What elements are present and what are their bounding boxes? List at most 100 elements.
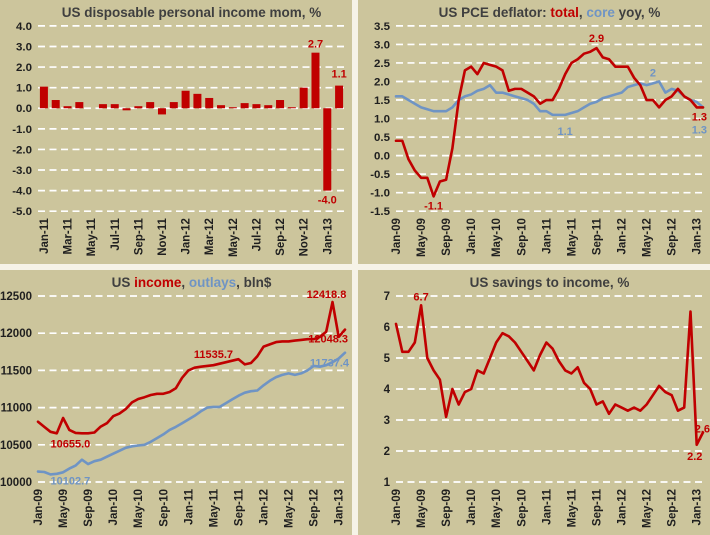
panel-savings-rate-chart: 7 6 5 4 3 2 1 Jan-09 May-09 Sep-09 Jan-10 May-10 Sep… — [358, 270, 710, 535]
svg-text:10500: 10500 — [0, 440, 32, 452]
svg-text:Sep-09: Sep-09 — [83, 489, 95, 527]
svg-text:3.0: 3.0 — [374, 39, 390, 51]
pce-deflator-chart-svg: 3.5 3.0 2.5 2.0 1.5 1.0 0.5 0.0 -0.5 -1.0 -1.5 Jan-… — [370, 5, 707, 257]
svg-text:May-10: May-10 — [491, 489, 503, 528]
svg-text:6: 6 — [384, 322, 390, 334]
svg-text:12418.8: 12418.8 — [307, 289, 347, 301]
svg-text:5: 5 — [384, 353, 391, 365]
svg-text:-1.0: -1.0 — [370, 188, 390, 200]
svg-text:11737.4: 11737.4 — [310, 358, 350, 370]
svg-text:1.0: 1.0 — [16, 83, 32, 95]
svg-text:Sep-10: Sep-10 — [516, 489, 528, 527]
svg-text:May-11: May-11 — [86, 218, 98, 257]
svg-text:Jan-13: Jan-13 — [692, 489, 704, 525]
svg-text:6.7: 6.7 — [413, 291, 428, 303]
svg-text:Sep-11: Sep-11 — [591, 488, 603, 526]
svg-text:Jan-10: Jan-10 — [466, 218, 478, 254]
svg-text:1.1: 1.1 — [558, 126, 573, 138]
svg-text:1.5: 1.5 — [374, 95, 391, 107]
svg-text:May-09: May-09 — [58, 489, 70, 528]
svg-text:-1.0: -1.0 — [12, 124, 32, 136]
svg-text:-0.5: -0.5 — [370, 169, 390, 181]
svg-text:Jan-12: Jan-12 — [617, 218, 629, 254]
svg-text:Mar-11: Mar-11 — [63, 218, 75, 255]
svg-text:Jan-11: Jan-11 — [541, 218, 553, 254]
svg-text:1.3: 1.3 — [692, 111, 707, 123]
svg-text:10102.7: 10102.7 — [51, 475, 91, 487]
svg-text:US income, outlays, bln$: US income, outlays, bln$ — [112, 275, 272, 290]
svg-text:Sep-11: Sep-11 — [233, 488, 245, 526]
svg-text:1.1: 1.1 — [331, 69, 346, 81]
svg-text:Jan-11: Jan-11 — [39, 218, 51, 254]
svg-text:May-10: May-10 — [133, 489, 145, 528]
svg-text:2.0: 2.0 — [16, 62, 32, 74]
svg-text:1.0: 1.0 — [374, 114, 390, 126]
svg-text:-4.0: -4.0 — [318, 195, 337, 207]
svg-text:Sep-12: Sep-12 — [275, 218, 287, 256]
svg-text:2.0: 2.0 — [374, 76, 390, 88]
panel-dpi-mom-chart: 4.0 3.0 2.0 1.0 0.0 -1.0 -2.0 -3.0 -4.0 -5.0 Jan-1… — [0, 0, 352, 264]
svg-text:-1.5: -1.5 — [370, 206, 390, 218]
panel-pce-deflator-chart: 3.5 3.0 2.5 2.0 1.5 1.0 0.5 0.0 -0.5 -1.0 -1.5 Jan-… — [358, 0, 710, 264]
svg-text:-5.0: -5.0 — [12, 206, 32, 218]
svg-text:0.5: 0.5 — [374, 132, 391, 144]
svg-text:2: 2 — [384, 446, 390, 458]
svg-text:2.2: 2.2 — [687, 451, 702, 463]
svg-text:May-12: May-12 — [228, 218, 240, 257]
svg-text:May-11: May-11 — [566, 488, 578, 527]
svg-text:11000: 11000 — [1, 403, 32, 415]
svg-text:10000: 10000 — [0, 477, 32, 489]
svg-text:-4.0: -4.0 — [12, 186, 32, 198]
svg-text:US PCE deflator: total, core y: US PCE deflator: total, core yoy, % — [439, 5, 661, 20]
svg-text:3.5: 3.5 — [374, 21, 391, 33]
svg-text:Jan-13: Jan-13 — [334, 489, 346, 525]
svg-text:Jul-12: Jul-12 — [251, 218, 263, 251]
svg-text:US savings to income, %: US savings to income, % — [470, 275, 630, 290]
svg-text:May-12: May-12 — [284, 489, 296, 528]
svg-text:12500: 12500 — [0, 291, 32, 303]
svg-text:Jan-12: Jan-12 — [259, 489, 271, 525]
svg-text:1.3: 1.3 — [692, 124, 707, 136]
svg-text:12048.3: 12048.3 — [308, 334, 348, 346]
svg-text:3.0: 3.0 — [16, 41, 32, 53]
svg-text:2.5: 2.5 — [374, 58, 391, 70]
svg-text:Sep-09: Sep-09 — [441, 489, 453, 527]
svg-text:-2.0: -2.0 — [12, 144, 32, 156]
svg-text:Mar-12: Mar-12 — [204, 218, 216, 255]
svg-text:2.9: 2.9 — [589, 33, 604, 45]
svg-text:Jan-11: Jan-11 — [183, 488, 195, 524]
svg-text:Sep-09: Sep-09 — [441, 218, 453, 256]
svg-text:Jan-10: Jan-10 — [108, 489, 120, 525]
svg-text:0.0: 0.0 — [16, 103, 32, 115]
svg-text:Nov-11: Nov-11 — [157, 218, 169, 256]
svg-text:Jan-09: Jan-09 — [33, 489, 45, 525]
svg-text:Jan-13: Jan-13 — [692, 218, 704, 254]
svg-text:Jan-12: Jan-12 — [181, 218, 193, 254]
svg-text:US disposable personal income: US disposable personal income mom, % — [62, 5, 321, 20]
svg-text:Jan-12: Jan-12 — [617, 489, 629, 525]
svg-text:2.7: 2.7 — [308, 39, 323, 51]
svg-text:11500: 11500 — [1, 365, 32, 377]
svg-text:Sep-11: Sep-11 — [591, 218, 603, 256]
svg-text:Nov-12: Nov-12 — [299, 218, 311, 256]
svg-text:Jan-11: Jan-11 — [541, 488, 553, 524]
svg-text:Jul-11: Jul-11 — [110, 218, 122, 251]
panel-income-outlays-chart: 12500 12000 11500 11000 10500 10000 Jan-09 May-… — [0, 270, 352, 535]
svg-text:Sep-10: Sep-10 — [158, 489, 170, 527]
svg-text:May-11: May-11 — [208, 488, 220, 527]
svg-text:3: 3 — [384, 415, 390, 427]
svg-text:Jan-10: Jan-10 — [466, 489, 478, 525]
svg-text:May-11: May-11 — [566, 218, 578, 257]
svg-text:Jan-13: Jan-13 — [322, 218, 334, 254]
svg-text:Sep-12: Sep-12 — [667, 218, 679, 256]
svg-text:0.0: 0.0 — [374, 151, 390, 163]
svg-text:May-09: May-09 — [416, 489, 428, 528]
svg-text:10655.0: 10655.0 — [51, 438, 91, 450]
svg-text:May-10: May-10 — [491, 218, 503, 257]
svg-text:11535.7: 11535.7 — [194, 349, 233, 361]
svg-text:Sep-10: Sep-10 — [516, 218, 528, 256]
svg-text:4.0: 4.0 — [16, 21, 32, 33]
